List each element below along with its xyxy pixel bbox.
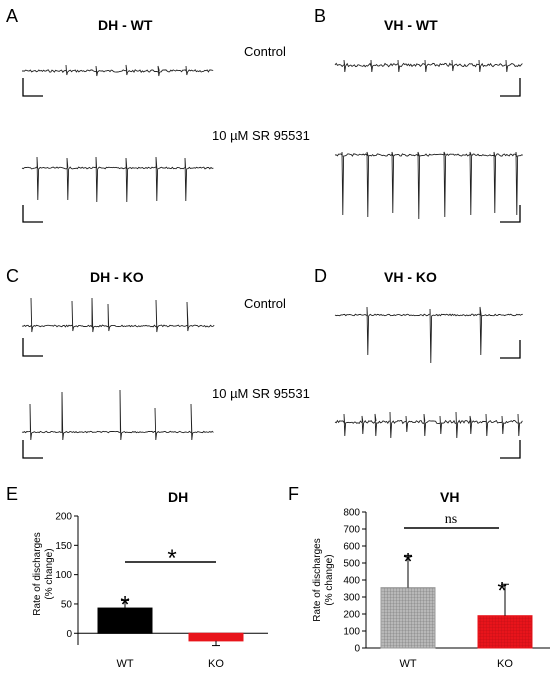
y-tick-label: 0 [66, 629, 72, 640]
significance-star: * [497, 577, 506, 604]
panel-title-vh-ko: VH - KO [384, 269, 437, 285]
panel-label-e: E [6, 484, 18, 504]
y-tick-label: 800 [343, 508, 360, 519]
y-tick-label: 300 [343, 593, 360, 604]
scale-bar [500, 440, 521, 459]
condition-label-control-wt: Control [244, 44, 286, 59]
condition-label-control-ko: Control [244, 296, 286, 311]
scale-bar [22, 338, 43, 357]
y-tick-label: 500 [343, 559, 360, 570]
panel-title-dh-ko: DH - KO [90, 269, 144, 285]
panel-title-dh-wt: DH - WT [98, 17, 153, 33]
y-tick-label: 200 [55, 512, 72, 523]
scale-bar [500, 78, 521, 97]
y-axis-label: Rate of discharges(% change) [32, 532, 55, 615]
panel-label-b: B [314, 6, 326, 26]
scale-bar [22, 78, 43, 97]
scale-bar [22, 440, 43, 459]
y-tick-label: 100 [343, 627, 360, 638]
trace-dh-wt-control [22, 64, 214, 77]
y-tick-label: 400 [343, 576, 360, 587]
bar-wt [97, 607, 153, 634]
category-label: KO [208, 658, 224, 670]
bar-ko [477, 615, 533, 649]
condition-label-drug-ko: 10 µM SR 95531 [212, 386, 310, 401]
category-label: WT [116, 658, 133, 670]
panel-label-f: F [288, 484, 299, 504]
panel-title-vh-wt: VH - WT [384, 17, 438, 33]
y-tick-label: 0 [354, 644, 360, 655]
chart-title-vh: VH [440, 489, 459, 505]
significance-star: * [120, 591, 129, 618]
panel-label-d: D [314, 266, 327, 286]
condition-label-drug-wt: 10 µM SR 95531 [212, 128, 310, 143]
trace-vh-ko-drug [334, 411, 523, 439]
y-tick-label: 150 [55, 541, 72, 552]
trace-vh-wt-control [334, 59, 523, 73]
trace-vh-ko-control [334, 306, 523, 364]
chart-title-dh: DH [168, 489, 188, 505]
comparison-star: * [167, 545, 176, 572]
trace-dh-ko-drug [21, 389, 214, 441]
comparison-ns-label: ns [445, 512, 457, 527]
y-tick-label: 700 [343, 525, 360, 536]
scale-bar [500, 340, 521, 359]
category-label: WT [399, 658, 416, 670]
y-tick-label: 200 [343, 610, 360, 621]
bar-ko [188, 632, 244, 642]
panel-label-c: C [6, 266, 19, 286]
bar-wt [380, 587, 436, 649]
trace-dh-wt-drug [21, 156, 214, 203]
category-label: KO [497, 658, 513, 670]
y-axis-label: Rate of discharges(% change) [312, 538, 335, 621]
y-tick-label: 600 [343, 542, 360, 553]
y-tick-label: 100 [55, 570, 72, 581]
chart-f: VH 0 100 200 300 400 500 600 700 800 Rate of disc… [312, 489, 550, 670]
scale-bar [500, 205, 521, 223]
y-tick-label: 50 [61, 599, 73, 610]
trace-dh-ko-control [21, 297, 215, 333]
scale-bar [22, 205, 43, 223]
significance-star: * [403, 548, 412, 575]
trace-vh-wt-drug [334, 151, 523, 220]
panel-label-a: A [6, 6, 18, 26]
